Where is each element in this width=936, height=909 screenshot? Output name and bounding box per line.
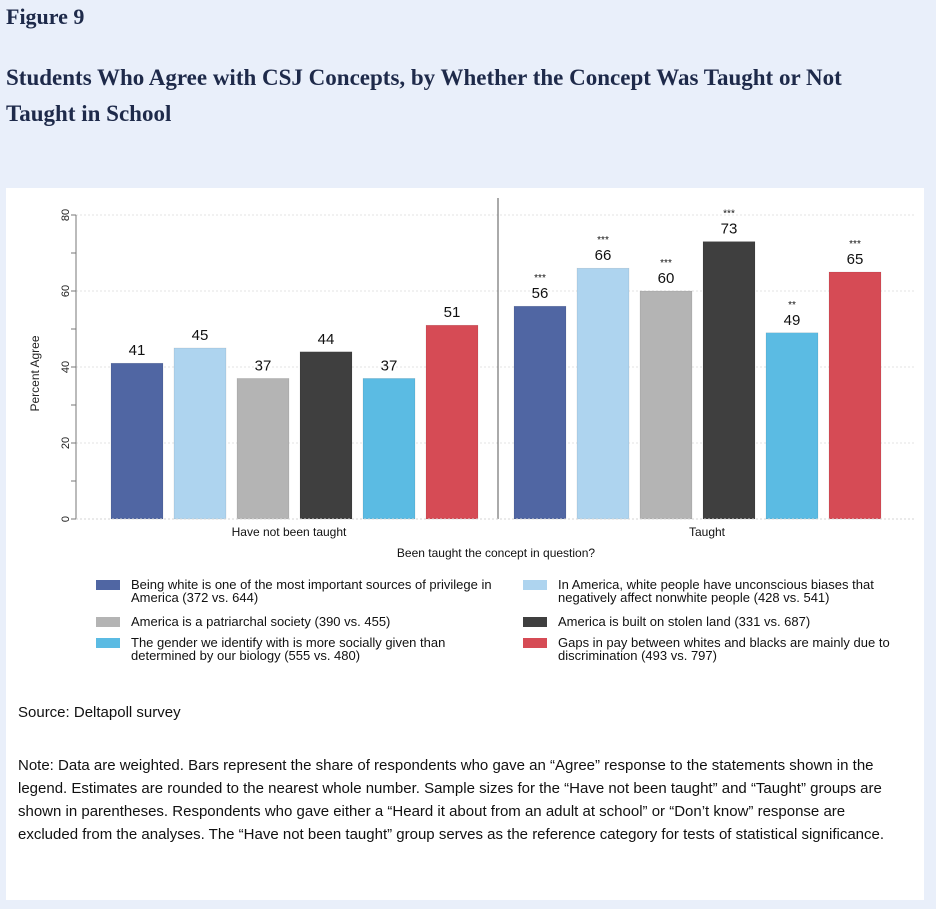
legend-label: Being white is one of the most important… bbox=[131, 577, 492, 605]
category-label: Have not been taught bbox=[232, 525, 347, 539]
y-tick-label: 40 bbox=[60, 361, 72, 373]
bar-value-label: 66 bbox=[595, 247, 612, 264]
bar bbox=[299, 351, 353, 520]
bar-value-label: 73 bbox=[721, 221, 738, 238]
bar-value-label: 37 bbox=[381, 357, 398, 374]
significance-stars: ** bbox=[788, 300, 796, 311]
legend-swatch bbox=[523, 580, 547, 590]
legend-swatch bbox=[96, 617, 120, 627]
bar-value-label: 56 bbox=[532, 285, 549, 302]
significance-stars: *** bbox=[597, 235, 609, 246]
legend-item-unconscious-bias: In America, white people have unconsciou… bbox=[523, 578, 913, 604]
y-tick-label: 80 bbox=[60, 209, 72, 221]
legend-swatch bbox=[523, 638, 547, 648]
legend-item-privilege: Being white is one of the most important… bbox=[96, 578, 511, 604]
bar bbox=[110, 362, 164, 520]
legend-item-stolen-land: America is built on stolen land (331 vs.… bbox=[523, 615, 913, 628]
bar bbox=[173, 347, 227, 520]
bar bbox=[513, 305, 567, 520]
bar bbox=[362, 378, 416, 520]
significance-stars: *** bbox=[723, 209, 735, 220]
bar-value-label: 45 bbox=[192, 327, 209, 344]
bar-value-label: 41 bbox=[129, 342, 146, 359]
bar bbox=[236, 378, 290, 520]
significance-stars: *** bbox=[849, 239, 861, 250]
legend-label: Gaps in pay between whites and blacks ar… bbox=[558, 635, 890, 663]
legend-swatch bbox=[96, 580, 120, 590]
bar-value-label: 60 bbox=[658, 270, 675, 287]
figure-label: Figure 9 bbox=[6, 4, 85, 29]
bar-value-label: 37 bbox=[255, 357, 272, 374]
legend-item-pay-gap: Gaps in pay between whites and blacks ar… bbox=[523, 636, 913, 662]
bar bbox=[639, 290, 693, 520]
figure-title: Students Who Agree with CSJ Concepts, by… bbox=[6, 65, 842, 126]
bar bbox=[425, 324, 479, 520]
note-text: Note: Data are weighted. Bars represent … bbox=[18, 757, 885, 843]
significance-stars: *** bbox=[534, 273, 546, 284]
x-axis-title: Been taught the concept in question? bbox=[397, 546, 595, 560]
y-tick-label: 0 bbox=[60, 516, 72, 522]
bar-value-label: 44 bbox=[318, 331, 335, 348]
bar bbox=[828, 271, 882, 520]
category-label: Taught bbox=[689, 525, 726, 539]
bar bbox=[765, 332, 819, 520]
bar-value-label: 51 bbox=[444, 304, 461, 321]
legend-swatch bbox=[96, 638, 120, 648]
legend-label: America is built on stolen land (331 vs.… bbox=[558, 614, 811, 629]
legend-label: America is a patriarchal society (390 vs… bbox=[131, 614, 391, 629]
source-text: Source: Deltapoll survey bbox=[18, 704, 181, 721]
y-tick-label: 60 bbox=[60, 285, 72, 297]
bar-value-label: 49 bbox=[784, 312, 801, 329]
y-axis-title: Percent Agree bbox=[28, 335, 42, 411]
bar-value-label: 65 bbox=[847, 251, 864, 268]
bar bbox=[702, 241, 756, 520]
legend-label: The gender we identify with is more soci… bbox=[131, 635, 446, 663]
y-tick-label: 20 bbox=[60, 437, 72, 449]
legend-item-patriarchal: America is a patriarchal society (390 vs… bbox=[96, 615, 511, 628]
chart-panel: 0 20 40 60 80 Percent Agree 41 56 *** 45 66 *** 37 60… bbox=[6, 188, 924, 900]
legend-swatch bbox=[523, 617, 547, 627]
legend-item-gender: The gender we identify with is more soci… bbox=[96, 636, 491, 662]
legend-label: In America, white people have unconsciou… bbox=[558, 577, 874, 605]
significance-stars: *** bbox=[660, 258, 672, 269]
bar bbox=[576, 267, 630, 520]
